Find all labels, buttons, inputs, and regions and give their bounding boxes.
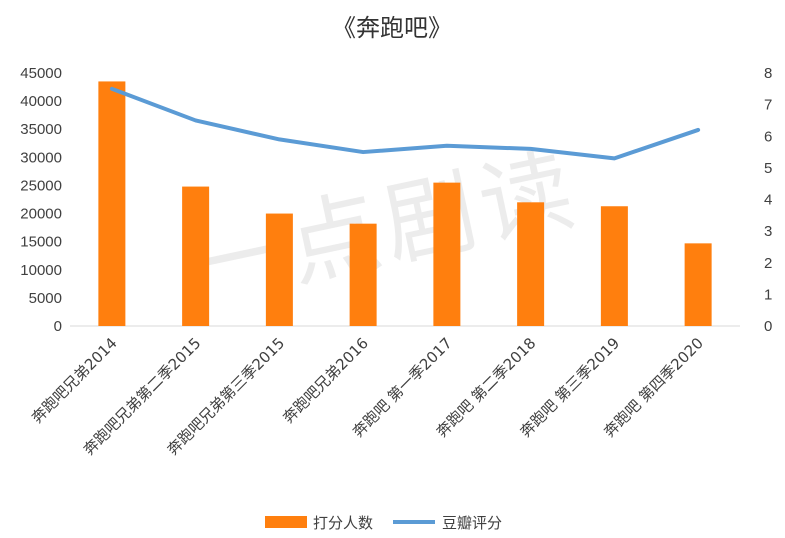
right-axis: 0 1 2 3 4 5 6 7 8 <box>764 65 772 335</box>
category-label: 奔跑吧兄弟2014 <box>28 334 121 427</box>
bar <box>349 223 377 326</box>
score-line <box>109 86 701 161</box>
bar <box>517 202 545 326</box>
left-tick-label: 35000 <box>20 121 62 138</box>
left-tick-label: 5000 <box>29 290 62 307</box>
right-tick-label: 1 <box>764 286 772 303</box>
left-tick-label: 45000 <box>20 65 62 82</box>
right-tick-label: 7 <box>764 97 772 114</box>
right-tick-label: 6 <box>764 128 772 145</box>
left-tick-label: 0 <box>54 318 62 335</box>
right-tick-label: 5 <box>764 160 772 177</box>
right-tick-label: 0 <box>764 318 772 335</box>
category-label: 奔跑吧兄弟2016 <box>279 334 372 427</box>
left-tick-label: 30000 <box>20 149 62 166</box>
legend-bar-swatch <box>265 516 307 528</box>
bar <box>98 81 126 326</box>
left-axis: 0 5000 10000 15000 20000 25000 30000 35000 40000… <box>20 65 62 335</box>
left-tick-label: 40000 <box>20 93 62 110</box>
bar <box>182 186 210 326</box>
left-tick-label: 10000 <box>20 262 62 279</box>
bar <box>265 213 293 326</box>
category-labels: 奔跑吧兄弟2014奔跑吧兄弟第二季2015奔跑吧兄弟第三季2015奔跑吧兄弟20… <box>28 334 707 459</box>
right-tick-label: 8 <box>764 65 772 82</box>
left-tick-label: 15000 <box>20 234 62 251</box>
bar <box>684 243 712 326</box>
left-tick-label: 20000 <box>20 206 62 223</box>
bar <box>600 206 628 326</box>
bar-series <box>98 81 712 326</box>
right-tick-label: 4 <box>764 192 772 209</box>
right-tick-label: 2 <box>764 255 772 272</box>
chart-title: 《奔跑吧》 <box>332 14 452 42</box>
legend: 打分人数 豆瓣评分 <box>265 514 502 532</box>
legend-line-label: 豆瓣评分 <box>442 514 502 532</box>
right-tick-label: 3 <box>764 223 772 240</box>
line-series <box>109 86 701 161</box>
left-tick-label: 25000 <box>20 177 62 194</box>
bar <box>433 182 461 326</box>
legend-bar-label: 打分人数 <box>313 514 373 532</box>
